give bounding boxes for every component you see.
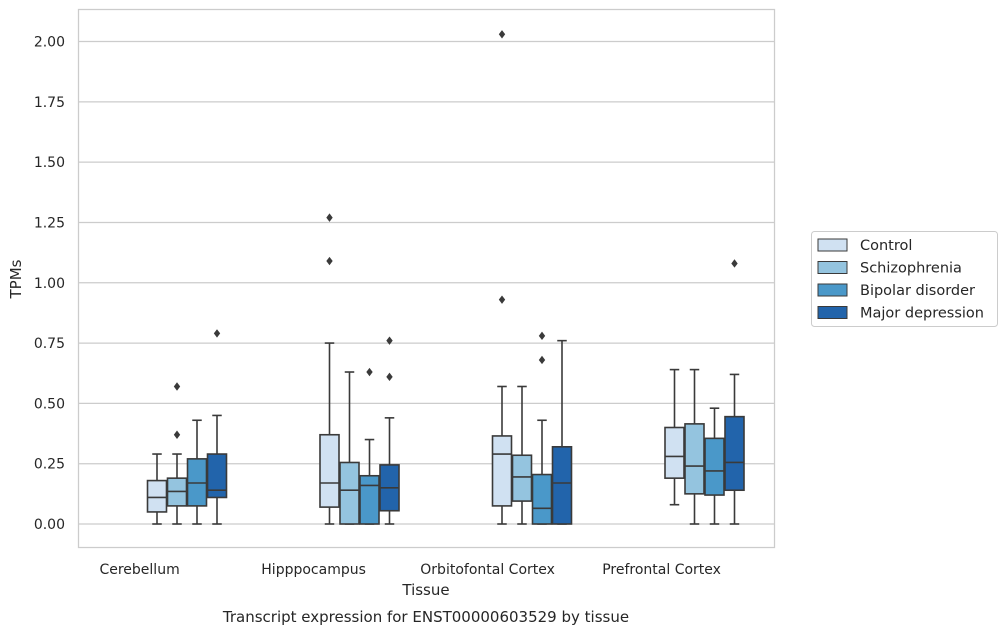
outlier-point xyxy=(386,336,393,345)
box-major-depression xyxy=(551,339,573,525)
y-tick-label: 2.00 xyxy=(34,35,65,51)
x-tick-label: Cerebellum xyxy=(99,562,179,578)
box-body xyxy=(359,474,380,525)
x-tick-label: Prefrontal Cortex xyxy=(602,562,721,578)
y-tick-label: 0.50 xyxy=(34,396,65,412)
box-major-depression xyxy=(206,329,228,525)
box-body xyxy=(146,479,168,513)
legend-swatch xyxy=(817,283,848,297)
legend-frame xyxy=(811,231,998,327)
box-control xyxy=(319,213,340,525)
outlier-point xyxy=(538,355,546,365)
outlier-point xyxy=(173,430,181,439)
chart-caption: Transcript expression for ENST0000060352… xyxy=(222,608,629,626)
y-tick-label: 1.00 xyxy=(34,276,65,292)
box-schizophrenia xyxy=(684,368,705,525)
box-schizophrenia xyxy=(511,385,533,525)
box-control xyxy=(491,30,513,525)
outlier-point xyxy=(326,213,333,222)
box-body xyxy=(664,426,685,479)
x-tick-label: Orbitofontal Cortex xyxy=(420,562,555,578)
legend-swatch xyxy=(817,306,848,319)
box-body xyxy=(491,435,513,507)
box-body xyxy=(704,437,725,496)
outlier-point xyxy=(213,329,221,338)
outlier-point xyxy=(386,372,393,382)
box-body xyxy=(724,415,745,492)
outlier-point xyxy=(366,367,373,377)
y-tick-labels: 0.00 0.25 0.50 0.75 1.00 1.25 1.50 1.75 2.00 xyxy=(34,35,65,534)
box-bipolar-disorder xyxy=(704,407,725,525)
plot-frame xyxy=(77,8,776,549)
box-major-depression xyxy=(724,259,745,525)
y-tick-label: 1.25 xyxy=(34,215,65,231)
box-bipolar-disorder xyxy=(186,419,208,525)
legend-label: Control xyxy=(860,238,912,254)
box-bipolar-disorder xyxy=(531,331,553,525)
box-bipolar-disorder xyxy=(359,367,380,525)
box-control xyxy=(664,368,685,506)
y-tick-label: 0.25 xyxy=(34,457,65,473)
legend-label: Schizophrenia xyxy=(860,261,962,277)
y-tick-label: 1.50 xyxy=(34,155,65,171)
outlier-point xyxy=(498,295,506,304)
box-body xyxy=(206,453,228,499)
y-tick-label: 0.75 xyxy=(34,336,65,352)
legend-label: Major depression xyxy=(860,306,984,322)
outlier-point xyxy=(173,382,181,391)
box-body xyxy=(319,433,340,508)
box-control xyxy=(146,453,168,525)
y-axis-label: TPMs xyxy=(7,259,25,299)
box-schizophrenia xyxy=(166,382,188,525)
outlier-point xyxy=(498,30,506,39)
y-tick-label: 0.00 xyxy=(34,517,65,533)
box-body xyxy=(684,423,705,495)
legend-swatch xyxy=(817,261,848,274)
box-body xyxy=(339,461,360,525)
box-plot-series xyxy=(146,30,745,525)
outlier-point xyxy=(731,259,738,268)
legend-label: Bipolar disorder xyxy=(860,283,975,299)
box-body xyxy=(551,445,573,525)
y-tick-label: 1.75 xyxy=(34,95,65,111)
box-schizophrenia xyxy=(339,371,360,525)
outlier-point xyxy=(538,331,546,341)
legend: Control Schizophrenia Bipolar disorder Majo… xyxy=(811,231,998,327)
legend-swatch xyxy=(817,238,848,252)
x-axis-label: Tissue xyxy=(401,581,449,599)
outlier-point xyxy=(326,256,333,266)
x-tick-labels: Cerebellum Hipppocampus Orbitofontal Corte… xyxy=(99,562,720,578)
box-body xyxy=(511,454,533,502)
x-tick-label: Hipppocampus xyxy=(261,562,366,578)
box-major-depression xyxy=(379,336,400,525)
box-body xyxy=(531,473,553,525)
